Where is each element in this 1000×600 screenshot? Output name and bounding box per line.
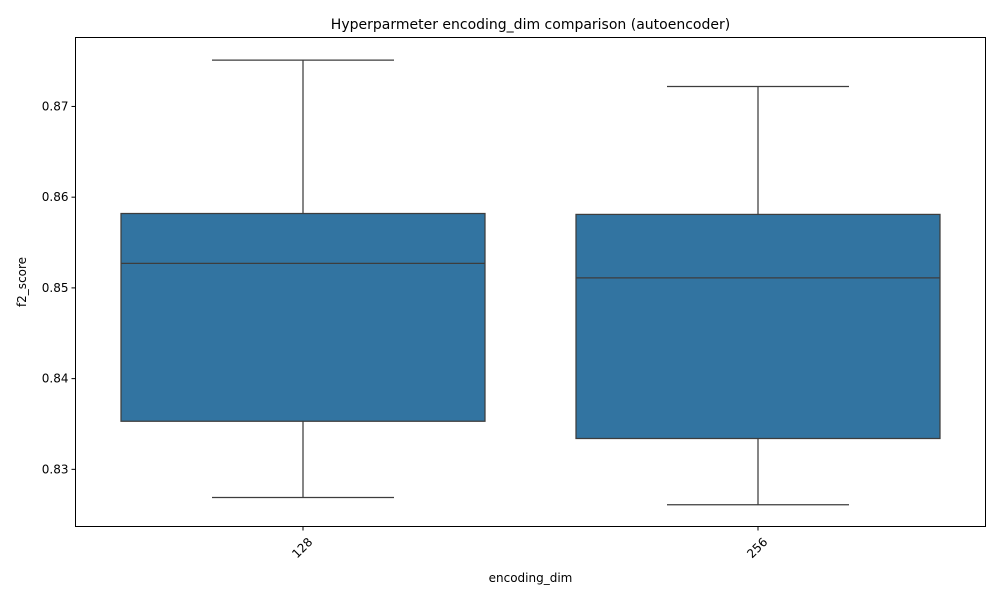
box-128 xyxy=(120,59,486,499)
x-axis-label: encoding_dim xyxy=(489,571,573,585)
y-tick-label: 0.85 xyxy=(42,281,69,295)
chart-title: Hyperparmeter encoding_dim comparison (a… xyxy=(331,17,730,33)
y-tick-label: 0.84 xyxy=(42,372,69,386)
y-axis-label: f2_score xyxy=(15,257,29,307)
interquartile-box xyxy=(575,213,941,440)
plot-area-frame xyxy=(75,37,986,527)
box-256 xyxy=(575,85,941,506)
y-tick-label: 0.87 xyxy=(42,99,69,113)
y-axis-ticks: 0.83 0.84 0.85 0.86 0.87 xyxy=(42,99,76,476)
y-tick-label: 0.86 xyxy=(42,190,69,204)
interquartile-box xyxy=(120,212,486,422)
box-series xyxy=(120,59,941,506)
y-tick-label: 0.83 xyxy=(42,462,69,476)
